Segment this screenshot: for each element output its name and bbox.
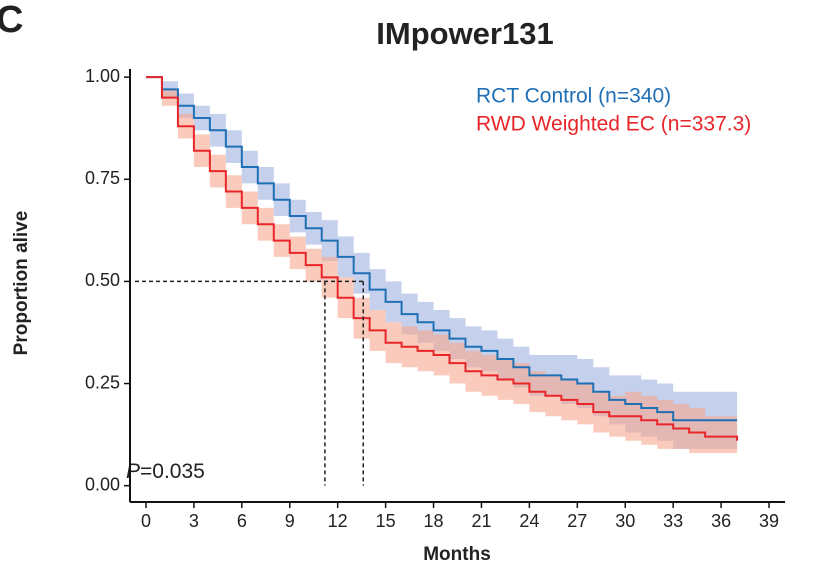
x-tick-label: 33	[663, 511, 683, 531]
x-axis-label: Months	[423, 544, 491, 565]
x-tick-label: 27	[567, 511, 587, 531]
y-tick-label: 1.00	[85, 66, 120, 86]
x-tick-label: 6	[237, 511, 247, 531]
confidence-band	[145, 77, 738, 458]
x-tick-label: 24	[519, 511, 539, 531]
x-tick-label: 15	[376, 511, 396, 531]
y-tick-label: 0.25	[85, 372, 120, 392]
y-axis-label: Proportion alive	[11, 211, 32, 356]
x-tick-label: 12	[328, 511, 348, 531]
x-tick-label: 18	[424, 511, 444, 531]
y-tick-label: 0.50	[85, 270, 120, 290]
x-tick-label: 39	[759, 511, 779, 531]
x-tick-label: 36	[711, 511, 731, 531]
annotation-italic: P	[126, 460, 140, 483]
x-tick-label: 21	[471, 511, 491, 531]
chart-title: IMpower131	[376, 16, 553, 51]
survival-line	[145, 76, 739, 441]
x-tick-label: 3	[189, 511, 199, 531]
panel-label: C	[0, 0, 23, 41]
y-tick-label: 0.00	[85, 474, 120, 494]
annotation-text: =0.035	[140, 460, 205, 483]
x-tick-label: 30	[615, 511, 635, 531]
legend-entry: RCT Control (n=340)	[476, 85, 671, 108]
y-tick-label: 0.75	[85, 168, 120, 188]
x-tick-label: 0	[141, 511, 151, 531]
legend-entry: RWD Weighted EC (n=337.3)	[476, 113, 751, 136]
x-tick-label: 9	[285, 511, 295, 531]
annotation: P=0.035	[126, 460, 205, 483]
survival-line	[145, 76, 738, 422]
